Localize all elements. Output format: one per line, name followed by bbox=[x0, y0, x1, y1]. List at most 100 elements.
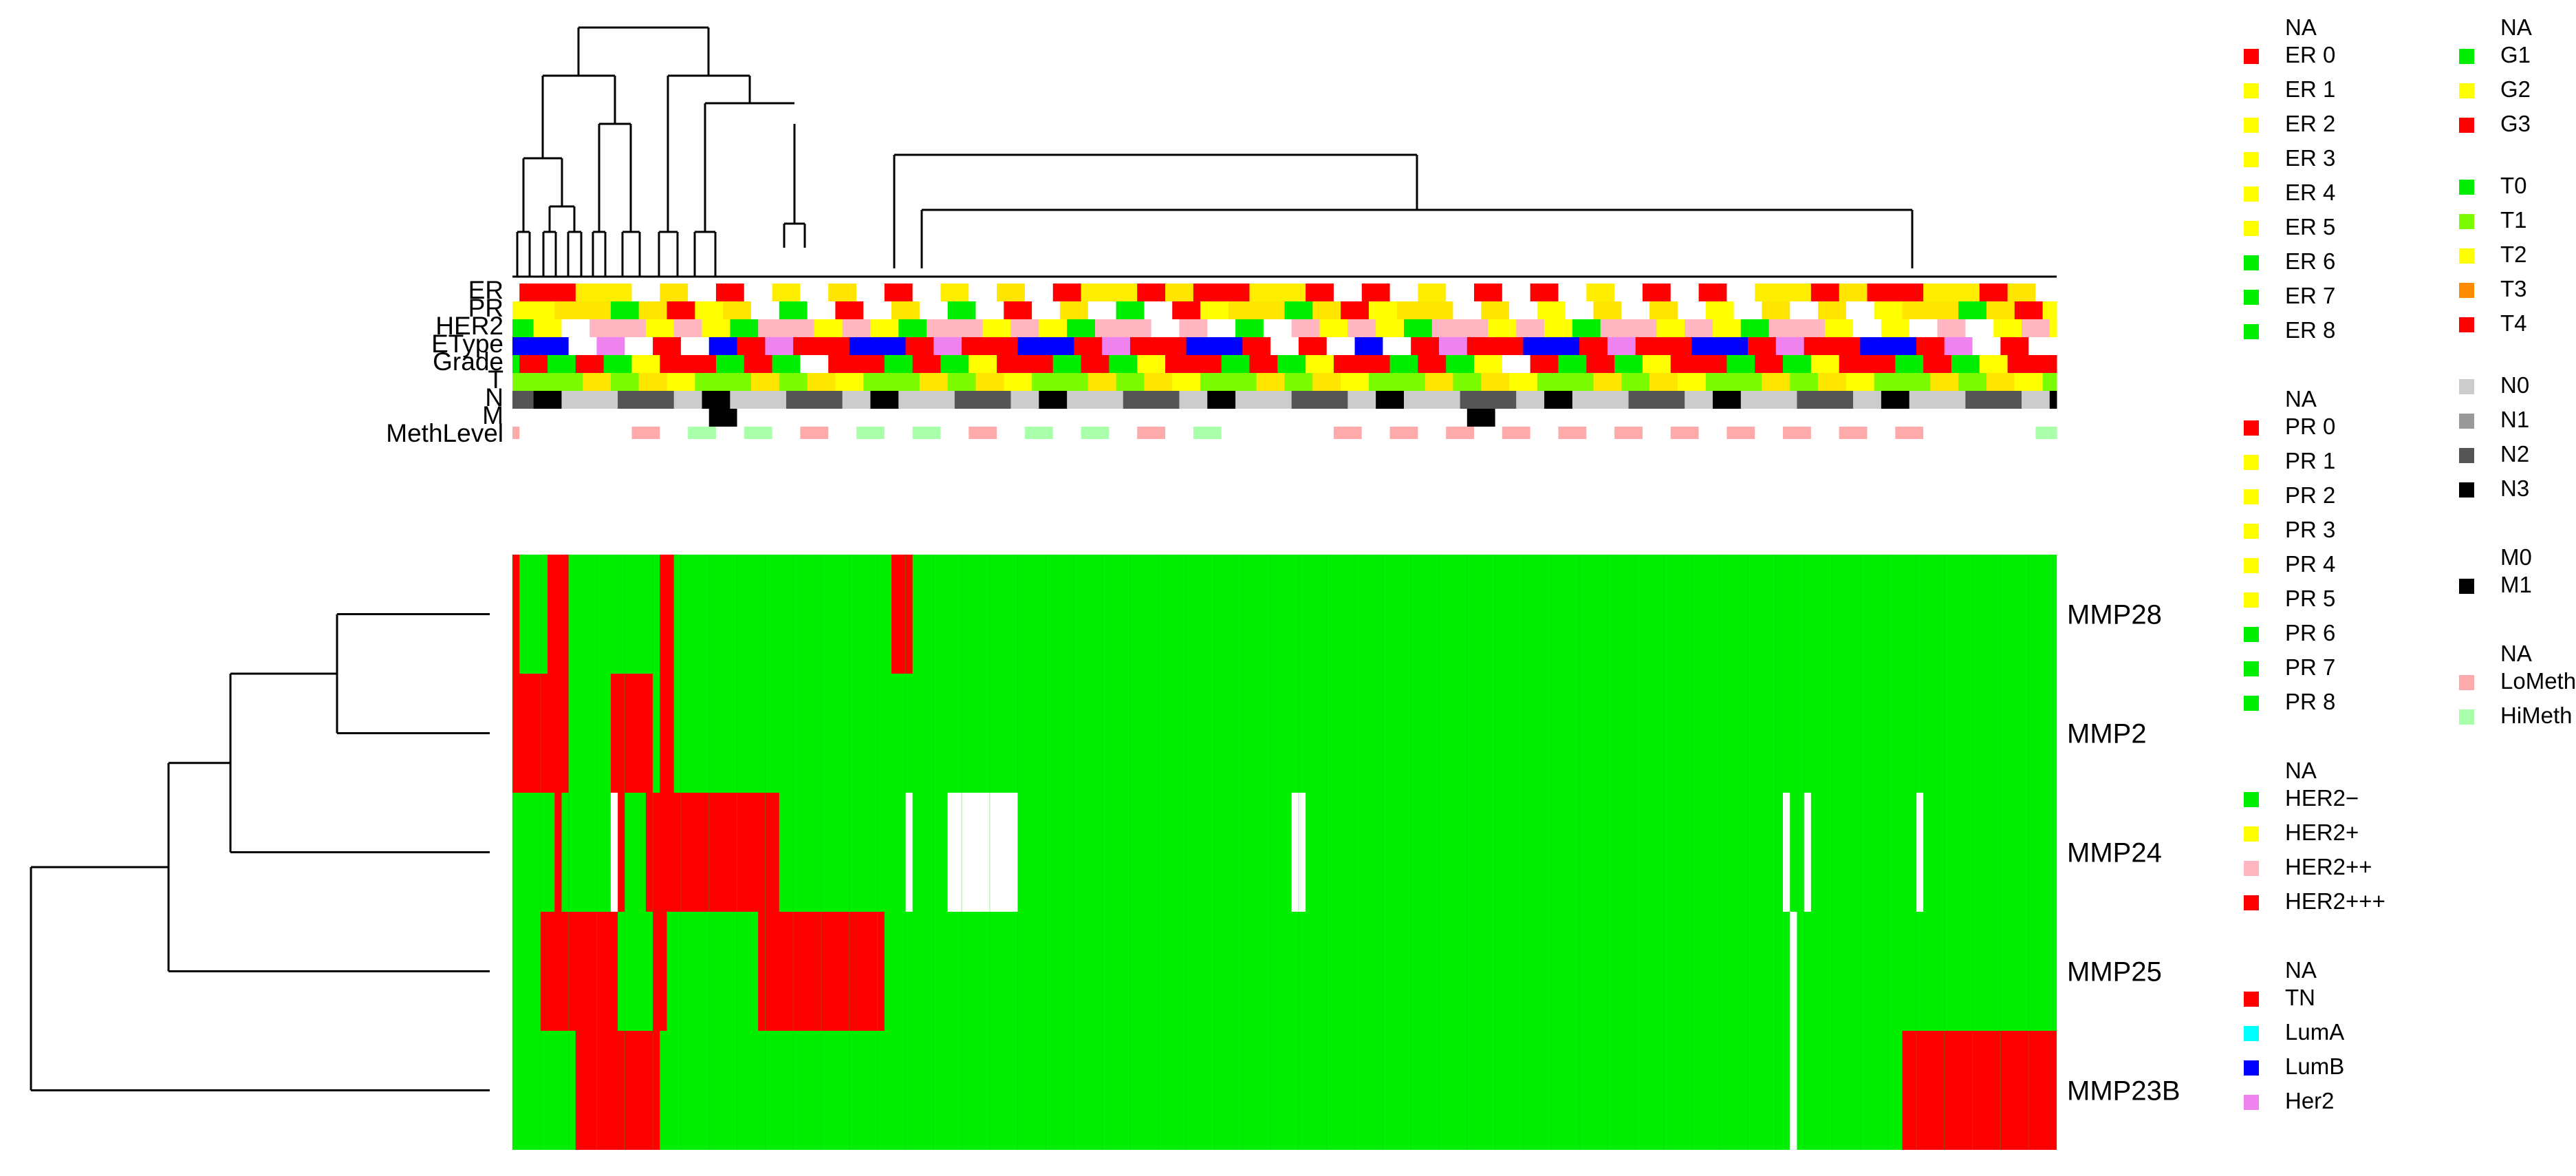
annotation-cell bbox=[715, 427, 745, 439]
annotation-track-m bbox=[512, 409, 2057, 427]
annotation-cell bbox=[821, 337, 850, 355]
legend-label-himeth: HiMeth bbox=[2500, 703, 2573, 728]
annotation-cell bbox=[667, 301, 695, 319]
annotation-cell bbox=[2021, 319, 2050, 337]
annotation-cell bbox=[1804, 337, 1832, 355]
annotation-cell bbox=[1165, 355, 1194, 373]
annotation-cell bbox=[1361, 427, 1391, 439]
annotation-cell bbox=[1446, 427, 1475, 439]
annotation-cell bbox=[1242, 409, 1271, 427]
annotation-cell bbox=[1698, 427, 1727, 439]
annotation-cell bbox=[1298, 409, 1328, 427]
annotation-cell bbox=[1867, 355, 1896, 373]
annotation-cell bbox=[1923, 355, 1952, 373]
annotation-cell bbox=[730, 319, 759, 337]
legend-swatch bbox=[2244, 324, 2259, 339]
annotation-cell bbox=[1867, 284, 1896, 301]
annotation-cell bbox=[954, 319, 984, 337]
legend-swatch bbox=[2244, 861, 2259, 876]
annotation-cell bbox=[603, 427, 632, 439]
annotation-cell bbox=[512, 319, 534, 337]
legend-label-pr-7: PR 7 bbox=[2285, 654, 2335, 680]
annotation-cell bbox=[1677, 301, 1707, 319]
annotation-cell bbox=[1151, 391, 1180, 409]
annotation-cell bbox=[1642, 355, 1671, 373]
annotation-cell bbox=[575, 427, 605, 439]
annotation-cell bbox=[603, 284, 632, 301]
annotation-cell bbox=[1853, 391, 1882, 409]
annotation-cell bbox=[1986, 301, 2015, 319]
legend-swatch bbox=[2244, 186, 2259, 202]
annotation-cell bbox=[1242, 337, 1271, 355]
legend-label-g1: G1 bbox=[2500, 42, 2531, 67]
annotation-cell bbox=[1930, 373, 1959, 391]
annotation-cell bbox=[631, 355, 660, 373]
annotation-cell bbox=[589, 391, 618, 409]
annotation-cell bbox=[1530, 427, 1559, 439]
annotation-cell bbox=[1642, 427, 1671, 439]
annotation-cell bbox=[982, 391, 1012, 409]
annotation-cell bbox=[919, 301, 949, 319]
annotation-cell bbox=[1993, 391, 2022, 409]
annotation-cell bbox=[1895, 355, 1924, 373]
annotation-cell bbox=[1572, 319, 1601, 337]
annotation-cell bbox=[1059, 301, 1089, 319]
annotation-cell bbox=[1663, 337, 1692, 355]
annotation-cell bbox=[1024, 284, 1054, 301]
annotation-cell bbox=[1059, 373, 1089, 391]
annotation-cell bbox=[526, 301, 555, 319]
annotation-cell bbox=[603, 355, 632, 373]
annotation-cell bbox=[1705, 373, 1735, 391]
annotation-cell bbox=[1965, 319, 1994, 337]
annotation-cell bbox=[1874, 301, 1903, 319]
legend-label-er-3: ER 3 bbox=[2285, 145, 2335, 171]
annotation-cell bbox=[1614, 355, 1643, 373]
annotation-cell bbox=[1509, 373, 1538, 391]
annotation-cell bbox=[1004, 301, 1032, 319]
annotation-cell bbox=[1074, 409, 1103, 427]
annotation-cell bbox=[2049, 391, 2057, 409]
annotation-cell bbox=[1403, 391, 1433, 409]
annotation-cell bbox=[1495, 409, 1524, 427]
annotation-cell bbox=[793, 409, 822, 427]
annotation-cell bbox=[1389, 284, 1418, 301]
annotation-cell bbox=[1544, 391, 1573, 409]
legend-label-luma: LumA bbox=[2285, 1019, 2344, 1045]
annotation-cell bbox=[688, 284, 717, 301]
annotation-cell bbox=[1558, 284, 1587, 301]
heatmap-cell-mmp25-high bbox=[540, 912, 618, 1031]
annotation-cell bbox=[1916, 337, 1945, 355]
annotation-cell bbox=[2035, 355, 2057, 373]
legend-label-pr-0: PR 0 bbox=[2285, 414, 2335, 439]
annotation-cell bbox=[1621, 301, 1650, 319]
annotation-cell bbox=[954, 391, 984, 409]
legend-label-t2: T2 bbox=[2500, 242, 2527, 267]
legend-swatch bbox=[2244, 627, 2259, 642]
annotation-cell bbox=[1839, 284, 1868, 301]
annotation-cell bbox=[758, 319, 787, 337]
annotation-cell bbox=[1656, 319, 1685, 337]
legend-label-pr-6: PR 6 bbox=[2285, 620, 2335, 645]
annotation-cell bbox=[1396, 301, 1426, 319]
annotation-cell bbox=[1579, 337, 1608, 355]
annotation-cell bbox=[1979, 427, 2009, 439]
heatmap-cell-mmp25-high bbox=[758, 912, 885, 1031]
annotation-cell bbox=[1481, 301, 1510, 319]
annotation-cell bbox=[548, 355, 576, 373]
annotation-cell bbox=[2000, 337, 2029, 355]
annotation-cell bbox=[1207, 319, 1236, 337]
annotation-cell bbox=[821, 409, 850, 427]
annotation-cell bbox=[1186, 409, 1215, 427]
annotation-cell bbox=[645, 319, 675, 337]
legend-header: NA bbox=[2285, 758, 2317, 783]
legend-swatch bbox=[2459, 283, 2474, 298]
legend-swatch bbox=[2244, 255, 2259, 270]
annotation-cell bbox=[589, 319, 618, 337]
legend-swatch bbox=[2244, 992, 2259, 1007]
annotation-cell bbox=[1727, 427, 1755, 439]
annotation-cell bbox=[1488, 391, 1517, 409]
annotation-cell bbox=[842, 319, 871, 337]
annotation-cell bbox=[927, 391, 955, 409]
legend-swatch bbox=[2459, 709, 2474, 725]
